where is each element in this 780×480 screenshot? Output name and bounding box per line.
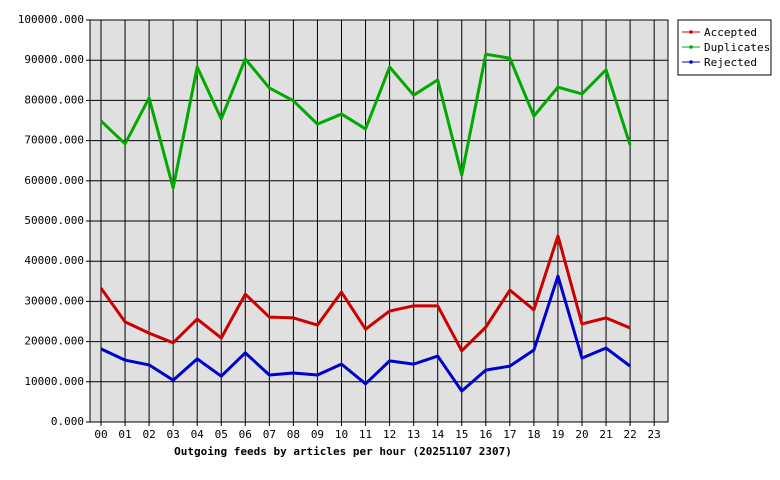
x-tick-label: 10	[335, 428, 348, 441]
y-tick-label: 50000.000	[24, 214, 84, 227]
x-tick-label: 11	[359, 428, 372, 441]
legend-marker	[689, 30, 693, 34]
x-tick-label: 17	[503, 428, 516, 441]
x-tick-label: 12	[383, 428, 396, 441]
x-tick-label: 02	[142, 428, 155, 441]
x-tick-label: 19	[551, 428, 564, 441]
x-tick-label: 09	[311, 428, 324, 441]
x-tick-label: 00	[94, 428, 107, 441]
legend-label: Rejected	[704, 56, 757, 69]
y-tick-label: 90000.000	[24, 53, 84, 66]
x-tick-label: 01	[118, 428, 131, 441]
x-tick-label: 15	[455, 428, 468, 441]
x-tick-label: 04	[191, 428, 205, 441]
x-tick-label: 18	[527, 428, 540, 441]
legend-label: Accepted	[704, 26, 757, 39]
chart-title: Outgoing feeds by articles per hour (202…	[174, 445, 512, 458]
x-tick-label: 16	[479, 428, 492, 441]
y-tick-label: 100000.000	[18, 13, 84, 26]
x-tick-label: 20	[575, 428, 588, 441]
series-line	[100, 274, 632, 393]
legend-marker	[689, 60, 693, 64]
x-tick-label: 14	[431, 428, 445, 441]
x-tick-label: 03	[167, 428, 180, 441]
x-tick-label: 06	[239, 428, 252, 441]
y-tick-label: 20000.000	[24, 335, 84, 348]
y-tick-label: 10000.000	[24, 375, 84, 388]
y-tick-label: 40000.000	[24, 254, 84, 267]
x-tick-label: 05	[215, 428, 228, 441]
x-tick-label: 13	[407, 428, 420, 441]
y-tick-label: 60000.000	[24, 174, 84, 187]
x-tick-label: 07	[263, 428, 276, 441]
legend-marker	[689, 45, 693, 49]
plot-border	[89, 19, 669, 423]
x-tick-label: 08	[287, 428, 300, 441]
legend-label: Duplicates	[704, 41, 770, 54]
y-tick-label: 80000.000	[24, 93, 84, 106]
series-line	[99, 234, 631, 353]
x-tick-label: 23	[648, 428, 661, 441]
y-tick-label: 70000.000	[24, 134, 84, 147]
x-tick-label: 21	[599, 428, 612, 441]
series-line	[99, 52, 632, 190]
x-tick-label: 22	[623, 428, 636, 441]
y-tick-label: 0.000	[51, 415, 84, 428]
y-tick-label: 30000.000	[24, 294, 84, 307]
